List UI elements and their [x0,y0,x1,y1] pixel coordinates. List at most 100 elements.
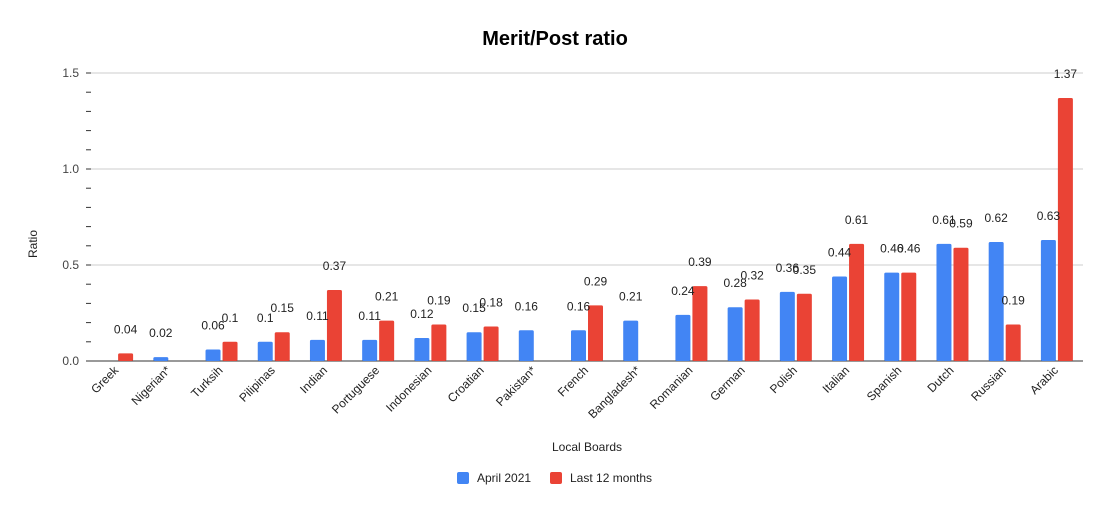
bar [988,241,1004,361]
data-label: 0.28 [723,276,747,290]
data-label: 0.1 [222,311,239,325]
x-category-label: German [707,363,748,404]
x-category-label: Indonesian [383,363,434,414]
y-tick-label: 0.0 [62,354,79,368]
x-category-label: Turksih [188,363,225,400]
x-category-label: Russian [968,363,1009,404]
bar [118,353,134,361]
bar [1005,324,1021,361]
y-axis-ticks: 0.0 0.5 1.0 1.5 [62,66,91,368]
bar [692,286,708,361]
y-tick-label: 0.5 [62,258,79,272]
data-label: 0.15 [462,301,486,315]
data-label: 0.61 [845,213,869,227]
bar [675,314,691,361]
data-label: 0.36 [776,261,800,275]
bar [153,357,169,361]
bar [518,330,534,361]
legend-label: April 2021 [477,471,531,485]
data-label: 0.19 [1002,294,1026,308]
bar [588,305,603,361]
bar [414,337,430,361]
data-labels: 0.020.060.1 0.11 0.11 0.12 0.15 0.16 0.160.21 0… [114,67,1077,340]
data-label: 0.61 [932,213,956,227]
data-label: 0.02 [149,326,173,340]
x-category-label: Portuguese [329,363,383,417]
x-category-label: Dutch [925,363,957,395]
data-label: 0.46 [897,242,921,256]
bars [118,97,1073,362]
bar [205,349,221,361]
x-axis-title: Local Boards [552,440,622,454]
data-label: 0.18 [479,295,503,309]
bar [744,299,760,361]
data-label: 0.04 [114,322,138,336]
bar [832,276,848,361]
bar [901,272,917,361]
x-category-label: Pakistan* [493,363,539,409]
bar [326,289,342,361]
bar [1040,240,1056,361]
data-label: 0.12 [410,307,434,321]
data-label: 0.35 [793,263,817,277]
y-tick-label: 1.0 [62,162,79,176]
bar [222,341,238,361]
data-label: 0.16 [515,299,539,313]
legend: April 2021 Last 12 months [457,471,652,485]
x-category-label: Pilipinas [236,363,278,405]
bar [274,332,290,361]
data-label: 0.15 [271,301,295,315]
legend-label: Last 12 months [570,471,652,485]
bar [309,339,325,361]
x-axis-categories: Greek Nigerian* Turksih Pilipinas IndianPort… [88,363,1061,422]
bar [953,247,969,361]
data-label: 0.32 [740,269,764,283]
x-category-label: Indian [297,363,330,396]
data-label: 0.11 [358,309,381,323]
data-label: 0.39 [688,255,712,269]
y-tick-label: 1.5 [62,66,79,80]
bar [431,324,447,361]
bar [779,291,795,361]
x-category-label: Arabic [1027,363,1061,397]
data-label: 0.06 [201,318,225,332]
bar [1057,97,1073,362]
bar [571,330,586,361]
bar [936,243,952,361]
x-category-label: Romanian [647,363,696,412]
bar [849,243,865,361]
chart-title: Merit/Post ratio [482,28,628,50]
data-label: 0.21 [375,290,399,304]
data-label: 0.63 [1037,209,1061,223]
legend-swatch [550,472,562,484]
data-label: 0.59 [949,217,973,231]
x-category-label: Croatian [445,363,487,405]
bar [884,272,900,361]
data-label: 0.1 [257,311,274,325]
data-label: 0.16 [567,299,591,313]
x-category-label: Spanish [864,363,905,404]
x-category-label: Nigerian* [129,363,174,408]
data-label: 0.24 [671,284,695,298]
data-label: 0.37 [323,259,347,273]
bar [623,320,639,361]
data-label: 0.29 [584,274,608,288]
data-label: 1.37 [1054,67,1078,81]
x-category-label: French [555,363,591,399]
bar [796,293,812,361]
data-label: 0.21 [619,290,643,304]
data-label: 0.62 [985,211,1009,225]
bar [727,307,743,361]
y-axis-title: Ratio [26,230,40,258]
x-category-label: Bangladesh* [585,363,643,421]
bar [483,326,499,361]
data-label: 0.11 [306,309,329,323]
data-label: 0.19 [427,294,451,308]
grid [91,72,1083,362]
bar [379,320,395,361]
x-category-label: Italian [820,363,853,396]
x-category-label: Polish [767,363,800,396]
legend-swatch [457,472,469,484]
